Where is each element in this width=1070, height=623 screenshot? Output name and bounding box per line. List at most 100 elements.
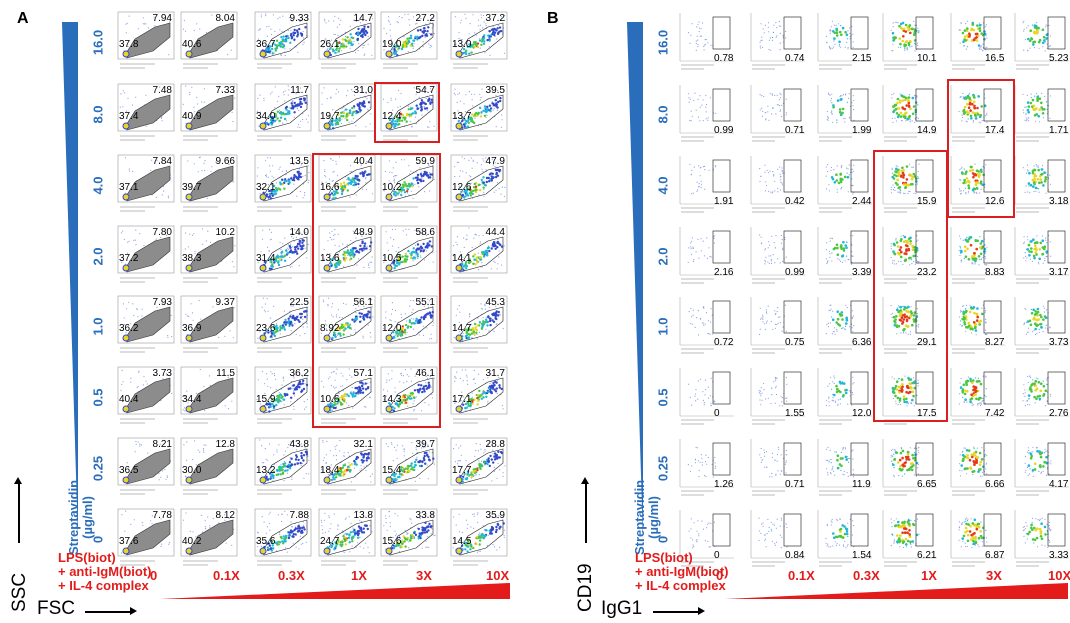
scatter-plot-frame: [180, 154, 238, 212]
concentration-label: 8.0: [90, 105, 106, 124]
cd19-igg1-plot: 3.73: [1011, 295, 1070, 357]
highlight-box-region: [312, 153, 441, 428]
gate-value-upper: 31.0: [353, 85, 373, 96]
gate-value-upper: 7.78: [152, 510, 172, 521]
gate-value-lower: 37.4: [119, 111, 139, 122]
scatter-plot-frame: [318, 83, 376, 141]
fsc-ssc-plot: 7.84 37.1: [115, 154, 175, 216]
complex-gradient-wedge: [725, 583, 1068, 599]
gate-value: 6.66: [985, 479, 1005, 490]
scatter-plot-frame: [450, 83, 508, 141]
scatter-plot-frame: [750, 297, 805, 354]
dilution-label: 1X: [351, 568, 367, 583]
scatter-plot-frame: [318, 508, 376, 566]
panel-a-letter: A: [17, 10, 29, 27]
cd19-igg1-plot: 12.0: [814, 366, 874, 428]
gate-value-upper: 57.1: [353, 368, 373, 379]
gate-value: 0.42: [785, 196, 805, 207]
scatter-plot-frame: [254, 508, 312, 566]
gate-value-lower: 14.1: [452, 253, 472, 264]
scatter-plot-frame: [117, 295, 175, 353]
gate-value-upper: 9.33: [289, 13, 309, 24]
gate-value-upper: 55.1: [415, 297, 435, 308]
scatter-plot-frame: [950, 13, 1005, 70]
scatter-plot-frame: [380, 225, 438, 283]
scatter-plot-frame: [817, 510, 872, 567]
scatter-plot-frame: [750, 439, 805, 496]
scatter-plot-frame: [679, 368, 734, 425]
scatter-plot-frame: [882, 297, 937, 354]
panel-b: B 16.0 8.0 4.0 2.0 1.0 0.5 0.25 0 Streptavidin …: [535, 0, 1070, 623]
concentration-label: 0.5: [90, 388, 106, 407]
gate-value-lower: 10.2: [382, 182, 402, 193]
gate-value-lower: 17.1: [452, 394, 472, 405]
dilution-label: 0: [716, 568, 724, 583]
cd19-igg1-plot: 11.9: [814, 437, 874, 499]
scatter-plot-frame: [180, 83, 238, 141]
x-axis-label: FSC: [37, 598, 75, 619]
gate-value-upper: 22.5: [289, 297, 309, 308]
y-axis-label: CD19: [575, 563, 596, 612]
gate-value: 1.55: [785, 408, 805, 419]
gate-value: 29.1: [917, 337, 937, 348]
gate-value-upper: 9.66: [215, 156, 235, 167]
scatter-plot-frame: [380, 437, 438, 495]
gate-value: 2.16: [714, 267, 734, 278]
scatter-plot-frame: [450, 508, 508, 566]
cd19-igg1-plot: 1.99: [814, 83, 874, 145]
gate-value: 6.87: [985, 550, 1005, 561]
scatter-plot-frame: [117, 154, 175, 212]
fsc-ssc-plot: 54.7 12.4: [378, 83, 438, 145]
gate-value-lower: 12.4: [382, 111, 402, 122]
gate-value-upper: 58.6: [415, 227, 435, 238]
cd19-igg1-plot: 8.27: [947, 295, 1007, 357]
x-axis-label: IgG1: [601, 598, 643, 619]
gate-value-lower: 19.0: [382, 39, 402, 50]
gate-value-lower: 15.9: [256, 394, 276, 405]
panel-b-letter: B: [547, 10, 559, 27]
fsc-ssc-plot: 7.33 40.9: [178, 83, 238, 145]
highlight-box-row2: [374, 82, 440, 143]
gate-value-lower: 14.3: [382, 394, 402, 405]
gate-value: 1.71: [1049, 125, 1069, 136]
gate-value-lower: 40.6: [182, 39, 202, 50]
cd19-igg1-plot: 6.36: [814, 295, 874, 357]
scatter-plot-frame: [117, 366, 175, 424]
gate-value: 17.5: [917, 408, 937, 419]
gate-value: 0.99: [714, 125, 734, 136]
dilution-label: 10X: [1048, 568, 1070, 583]
gate-value: 3.33: [1049, 550, 1069, 561]
fsc-ssc-plot: 7.78 37.6: [115, 508, 175, 570]
cd19-igg1-plot: 4.17: [1011, 437, 1070, 499]
fsc-ssc-plot: 33.8 15.6: [378, 508, 438, 570]
fsc-ssc-plot: 9.66 39.7: [178, 154, 238, 216]
gate-value-upper: 54.7: [415, 85, 435, 96]
scatter-plot-frame: [950, 227, 1005, 284]
gate-value-lower: 8.92: [320, 323, 340, 334]
cd19-igg1-plot: 2.16: [676, 225, 736, 287]
gate-value-lower: 39.7: [182, 182, 202, 193]
gate-value: 3.17: [1049, 267, 1069, 278]
gate-value-upper: 47.9: [485, 156, 505, 167]
highlight-box-3x: [947, 79, 1015, 218]
cd19-igg1-plot: 2.76: [1011, 366, 1070, 428]
scatter-plot-frame: [882, 439, 937, 496]
gate-value-lower: 12.0: [382, 323, 402, 334]
gate-value-upper: 10.2: [215, 227, 235, 238]
scatter-plot-frame: [380, 154, 438, 212]
cd19-igg1-plot: 5.23: [1011, 11, 1070, 73]
gate-value-lower: 37.1: [119, 182, 139, 193]
cd19-igg1-plot: 7.42: [947, 366, 1007, 428]
scatter-plot-frame: [817, 13, 872, 70]
gate-value-lower: 38.3: [182, 253, 202, 264]
scatter-plot-frame: [254, 154, 312, 212]
scatter-plot-frame: [950, 156, 1005, 213]
panel-a: A 16.0 8.0 4.0 2.0 1.0 0.5 0.25 0 Streptavidin …: [9, 10, 510, 619]
scatter-plot-frame: [679, 297, 734, 354]
scatter-plot-frame: [254, 11, 312, 69]
cd19-igg1-plot: 29.1: [879, 295, 939, 357]
gate-value-upper: 45.3: [485, 297, 505, 308]
gate-value: 1.91: [714, 196, 734, 207]
fsc-ssc-plot: 7.94 37.8: [115, 11, 175, 73]
gate-value: 8.83: [985, 267, 1005, 278]
